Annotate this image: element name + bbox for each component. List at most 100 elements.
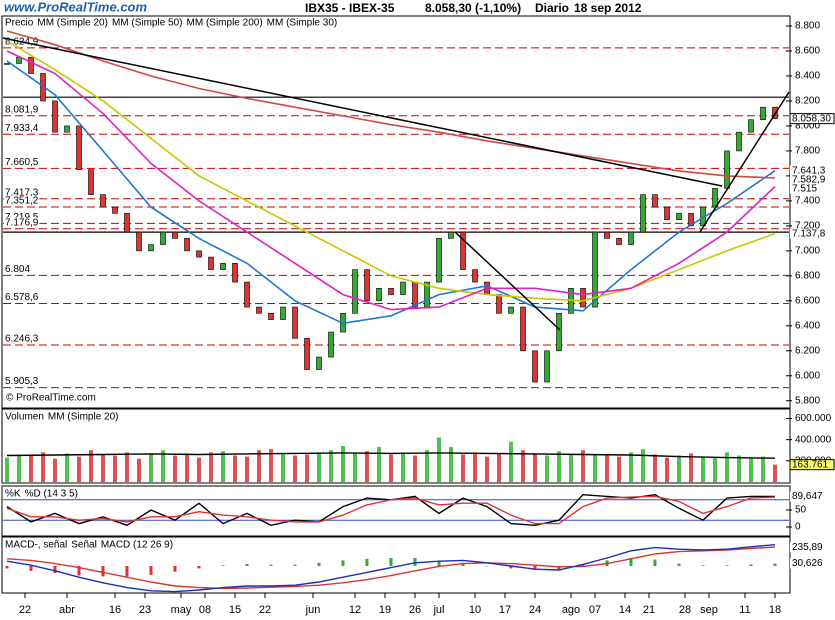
plot-layer: 8.8008.6008.4008.2008.0007.8007.6007.400… [3,18,835,616]
bar [125,566,129,577]
y-tick-label: 400.000 [795,434,832,445]
series-line [6,544,776,593]
bar [701,565,705,566]
bar [725,452,729,482]
candle [268,313,274,320]
level-label-bg [4,195,40,206]
x-tick-label: 18 [769,604,781,616]
candle [256,306,262,314]
level-label: 7.176,9 [5,217,39,228]
legend-entry: MM (Simple 50) [112,18,183,29]
bar [29,454,33,482]
bar [713,457,717,482]
candle [400,281,406,295]
value-label: 235,89 [792,542,823,553]
candle [496,294,502,314]
candle [76,125,82,170]
bar [653,454,657,482]
legend-entry: Señal [71,540,97,551]
bar [173,455,177,482]
level-label-bg [4,157,40,168]
candle [172,231,178,239]
x-tick-label: 28 [679,604,691,616]
candle [184,238,190,252]
bar [113,455,117,482]
level-label: 6.578,6 [5,292,39,303]
value-label: 89,647 [792,491,823,502]
bar [761,456,765,482]
bar [701,456,705,482]
bar [293,455,297,482]
bar [677,455,681,482]
candle [316,356,322,370]
level-label-bg [4,292,40,303]
level-label: 5.905,3 [5,376,39,387]
bar [461,562,465,566]
level-label: 6.246,3 [5,334,39,345]
bar [221,565,225,566]
bar [149,454,153,482]
bar [413,455,417,482]
bar [485,566,489,567]
bar [533,566,537,570]
value-label: 7.137,8 [792,228,826,239]
x-tick-label: 21 [643,604,655,616]
level-label: 7.933,4 [5,123,39,134]
bar [653,559,657,566]
candle [652,194,658,208]
candle [472,269,478,283]
bar [377,447,381,482]
level-label-bg [4,217,40,228]
candle [112,206,118,214]
bar [197,457,201,482]
candle [724,150,730,189]
y-tick-label: 6.000 [795,370,820,381]
bar [77,456,81,482]
candle [304,337,310,370]
legend-entry: %D (14 3 5) [25,489,78,500]
bar [281,453,285,482]
candle [280,306,286,320]
bar [317,562,321,566]
candle [196,250,202,258]
candle [208,256,214,270]
bar [725,565,729,566]
candle [640,194,646,233]
x-tick-label: 22 [259,604,271,616]
x-tick-label: sep [700,604,718,616]
series-line [6,30,776,179]
y-tick-label: 8.800 [795,21,820,32]
bar [173,566,177,572]
y-tick-label: 6.200 [795,345,820,356]
bar [317,452,321,482]
value-label: 8.058,30 [792,113,831,124]
candle [388,288,394,295]
bar [185,453,189,482]
trend-line [454,231,561,331]
symbol: IBX35 - IBEX-35 [305,1,395,15]
bar [137,458,141,482]
bar [305,454,309,482]
bar [773,563,777,566]
bar [41,452,45,482]
bar [245,456,249,482]
bar [497,453,501,482]
candle [556,313,562,352]
candle [352,269,358,314]
bar [509,566,513,569]
series-line [6,60,776,325]
bar [533,454,537,482]
candle [760,106,766,120]
candle [220,263,226,270]
level-label: 6.804 [5,264,30,275]
candle [508,306,514,314]
bar [53,458,57,482]
candle [244,281,250,308]
bar [365,451,369,482]
bar [557,451,561,482]
bar [773,464,777,482]
x-tick-label: 07 [589,604,601,616]
y-tick-label: 7.200 [795,221,820,232]
